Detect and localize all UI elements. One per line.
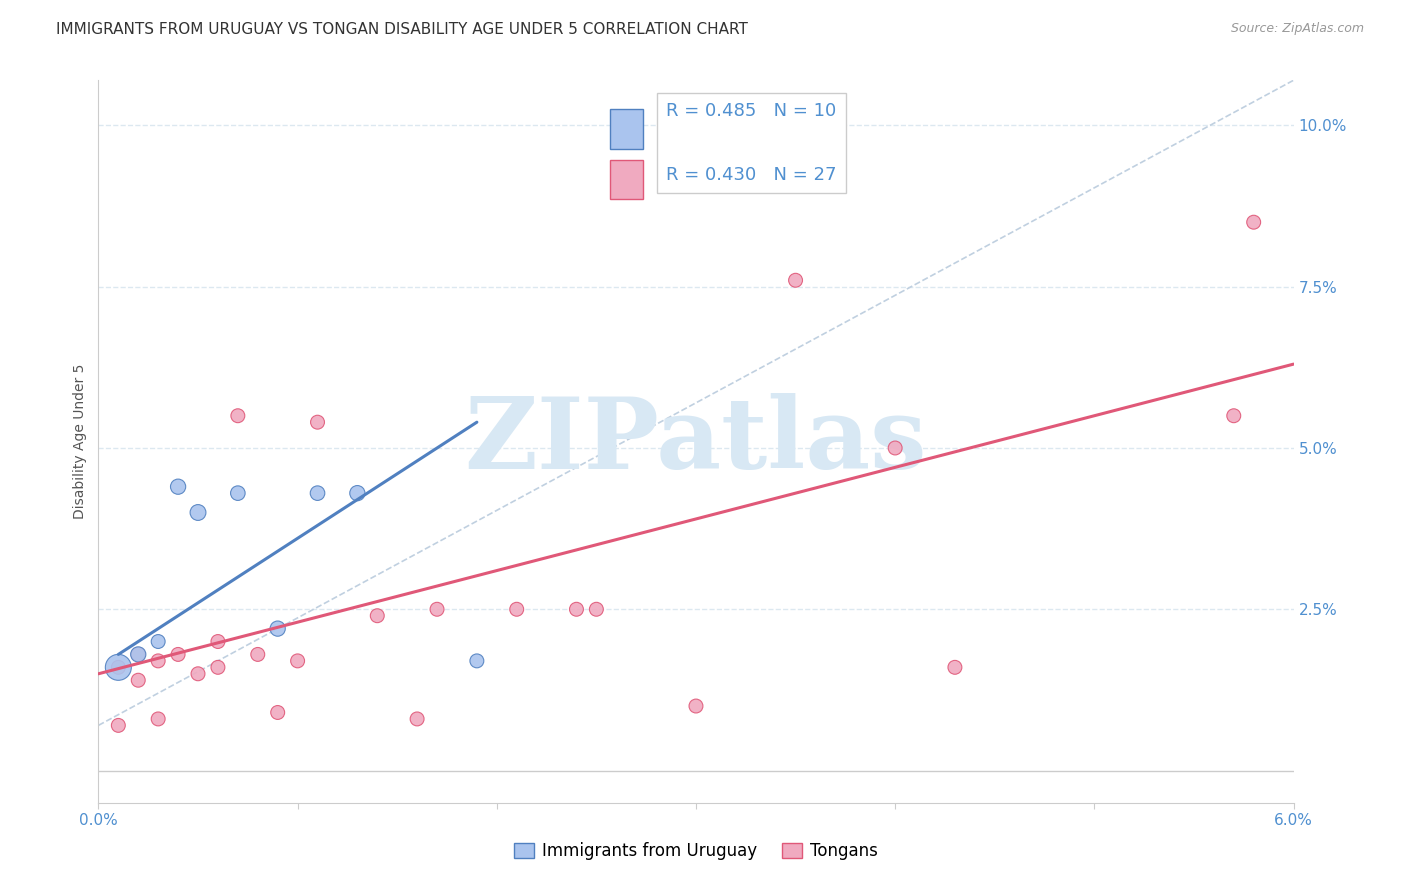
Text: R = 0.485   N = 10

R = 0.430   N = 27: R = 0.485 N = 10 R = 0.430 N = 27	[666, 102, 837, 184]
FancyBboxPatch shape	[610, 109, 644, 149]
Point	[1223, 409, 1246, 423]
Point	[506, 602, 529, 616]
Point	[366, 608, 388, 623]
Point	[127, 648, 149, 662]
Point	[565, 602, 588, 616]
Point	[406, 712, 429, 726]
Point	[127, 648, 149, 662]
Text: Source: ZipAtlas.com: Source: ZipAtlas.com	[1230, 22, 1364, 36]
Point	[267, 706, 290, 720]
Point	[1243, 215, 1265, 229]
Point	[167, 648, 190, 662]
Point	[187, 666, 209, 681]
Point	[426, 602, 449, 616]
Point	[346, 486, 368, 500]
Point	[685, 699, 707, 714]
Point	[465, 654, 488, 668]
Point	[107, 718, 129, 732]
Point	[307, 415, 329, 429]
Point	[267, 622, 290, 636]
Y-axis label: Disability Age Under 5: Disability Age Under 5	[73, 364, 87, 519]
Point	[226, 409, 249, 423]
Text: ZIPatlas: ZIPatlas	[465, 393, 927, 490]
Legend: Immigrants from Uruguay, Tongans: Immigrants from Uruguay, Tongans	[508, 836, 884, 867]
Point	[187, 506, 209, 520]
Point	[207, 660, 229, 674]
Text: IMMIGRANTS FROM URUGUAY VS TONGAN DISABILITY AGE UNDER 5 CORRELATION CHART: IMMIGRANTS FROM URUGUAY VS TONGAN DISABI…	[56, 22, 748, 37]
Point	[287, 654, 309, 668]
Point	[943, 660, 966, 674]
Point	[884, 441, 907, 455]
Point	[226, 486, 249, 500]
Point	[167, 480, 190, 494]
Point	[107, 660, 129, 674]
Point	[307, 486, 329, 500]
FancyBboxPatch shape	[610, 160, 644, 200]
Point	[148, 654, 170, 668]
Point	[148, 634, 170, 648]
Point	[148, 712, 170, 726]
Point	[207, 634, 229, 648]
Point	[246, 648, 269, 662]
Point	[785, 273, 807, 287]
Point	[585, 602, 607, 616]
Point	[127, 673, 149, 688]
Point	[107, 660, 129, 674]
